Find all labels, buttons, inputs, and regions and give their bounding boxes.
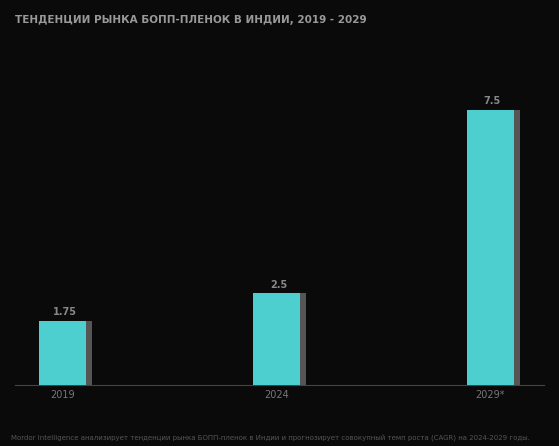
Bar — [468, 110, 520, 385]
Text: Mordor Intelligence анализирует тенденции рынка БОПП-пленок в Индии и прогнозиру: Mordor Intelligence анализирует тенденци… — [11, 434, 530, 442]
Text: 7.5: 7.5 — [484, 96, 501, 107]
Bar — [39, 321, 86, 385]
Bar — [467, 110, 514, 385]
Bar — [255, 293, 306, 385]
Bar — [253, 293, 300, 385]
Text: 2.5: 2.5 — [270, 280, 287, 289]
Text: 1.75: 1.75 — [53, 307, 77, 317]
Text: ТЕНДЕНЦИИ РЫНКА БОПП-ПЛЕНОК В ИНДИИ, 2019 - 2029: ТЕНДЕНЦИИ РЫНКА БОПП-ПЛЕНОК В ИНДИИ, 201… — [15, 15, 367, 25]
Bar — [41, 321, 92, 385]
